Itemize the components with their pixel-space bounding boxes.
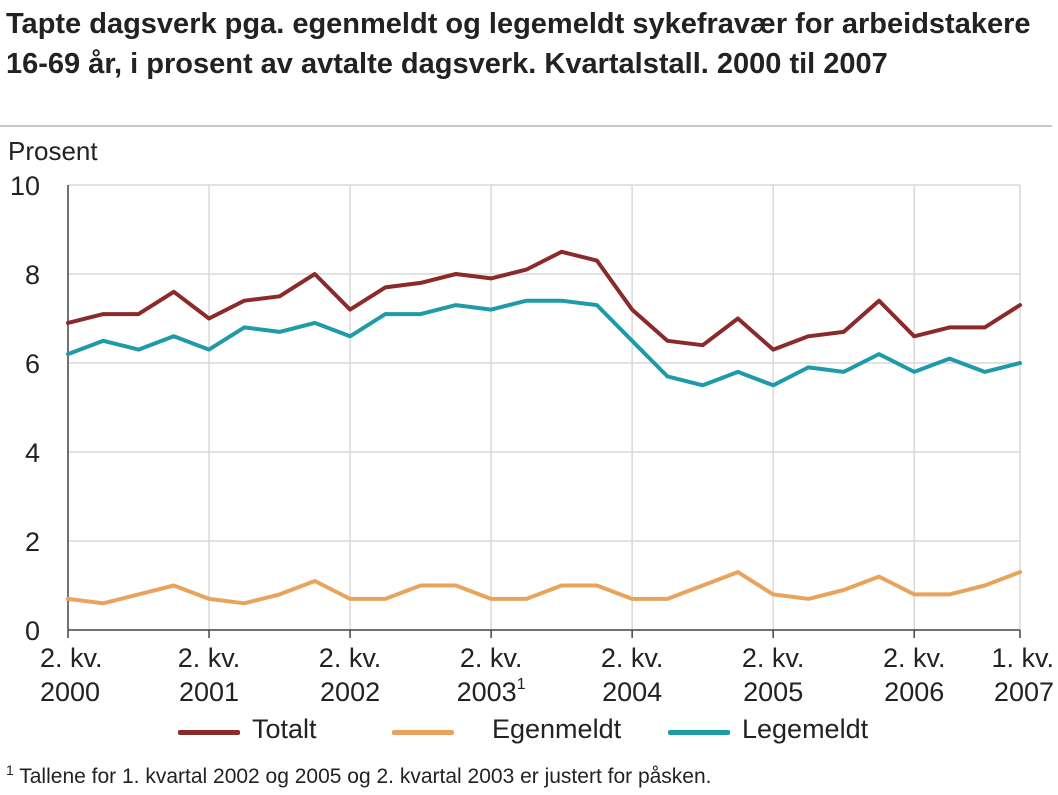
x-tick-label-line1-2006: 2. kv. bbox=[883, 643, 946, 673]
legend-label-egenmeldt: Egenmeldt bbox=[492, 714, 622, 744]
y-tick-label-2: 2 bbox=[25, 527, 40, 557]
series-line-legemeldt bbox=[66, 298, 1022, 388]
legend-label-totalt: Totalt bbox=[252, 714, 317, 744]
legend-swatch-legemeldt bbox=[668, 730, 730, 735]
line-chart: 0 2 4 6 8 10 2. kv. 2000 2. kv. 2001 2. kv. 2002 2. … bbox=[10, 171, 1054, 707]
footnote: 1 Tallene for 1. kvartal 2002 og 2005 og… bbox=[6, 762, 712, 789]
y-tick-label-10: 10 bbox=[10, 171, 40, 201]
x-tick-label-line1-2007: 1. kv. bbox=[991, 643, 1054, 673]
x-tick-label-line2-2003: 20031 bbox=[457, 676, 526, 707]
legend-swatch-egenmeldt bbox=[392, 730, 454, 735]
legend-swatch-totalt bbox=[178, 730, 240, 735]
x-tick-label-line2-2005: 2005 bbox=[743, 677, 803, 707]
chart-title: Tapte dagsverk pga. egenmeldt og legemel… bbox=[6, 8, 1031, 80]
y-tick-label-6: 6 bbox=[25, 349, 40, 379]
footnote-marker: 1 bbox=[6, 762, 14, 778]
x-tick-label-line2-2000: 2000 bbox=[40, 677, 100, 707]
y-tick-label-8: 8 bbox=[25, 260, 40, 290]
y-axis-label: Prosent bbox=[8, 136, 98, 166]
x-tick-label-line1-2001: 2. kv. bbox=[178, 643, 241, 673]
title-divider bbox=[0, 125, 1052, 127]
x-tick-label-line1-2005: 2. kv. bbox=[742, 643, 805, 673]
y-tick-label-4: 4 bbox=[25, 438, 40, 468]
footnote-text: Tallene for 1. kvartal 2002 og 2005 og 2… bbox=[13, 765, 712, 788]
x-tick-label-line2-2004: 2004 bbox=[602, 677, 662, 707]
x-tick-label-line1-2004: 2. kv. bbox=[601, 643, 664, 673]
x-tick-label-line2-2002: 2002 bbox=[320, 677, 380, 707]
legend: Totalt Egenmeldt Legemeldt bbox=[0, 712, 1058, 752]
legend-label-legemeldt: Legemeldt bbox=[742, 714, 869, 744]
x-tick-label-line2-2001: 2001 bbox=[179, 677, 239, 707]
x-tick-label-line2-2007: 2007 bbox=[994, 677, 1054, 707]
series-line-totalt bbox=[66, 249, 1022, 352]
series-line-egenmeldt bbox=[66, 570, 1022, 606]
y-tick-label-0: 0 bbox=[25, 616, 40, 646]
x-tick-label-sup-2003: 1 bbox=[517, 676, 526, 693]
x-tick-label-line1-2000: 2. kv. bbox=[40, 643, 103, 673]
x-tick-label-line2-2006: 2006 bbox=[884, 677, 944, 707]
x-tick-label-line1-2002: 2. kv. bbox=[319, 643, 382, 673]
x-tick-label-line1-2003: 2. kv. bbox=[460, 643, 523, 673]
